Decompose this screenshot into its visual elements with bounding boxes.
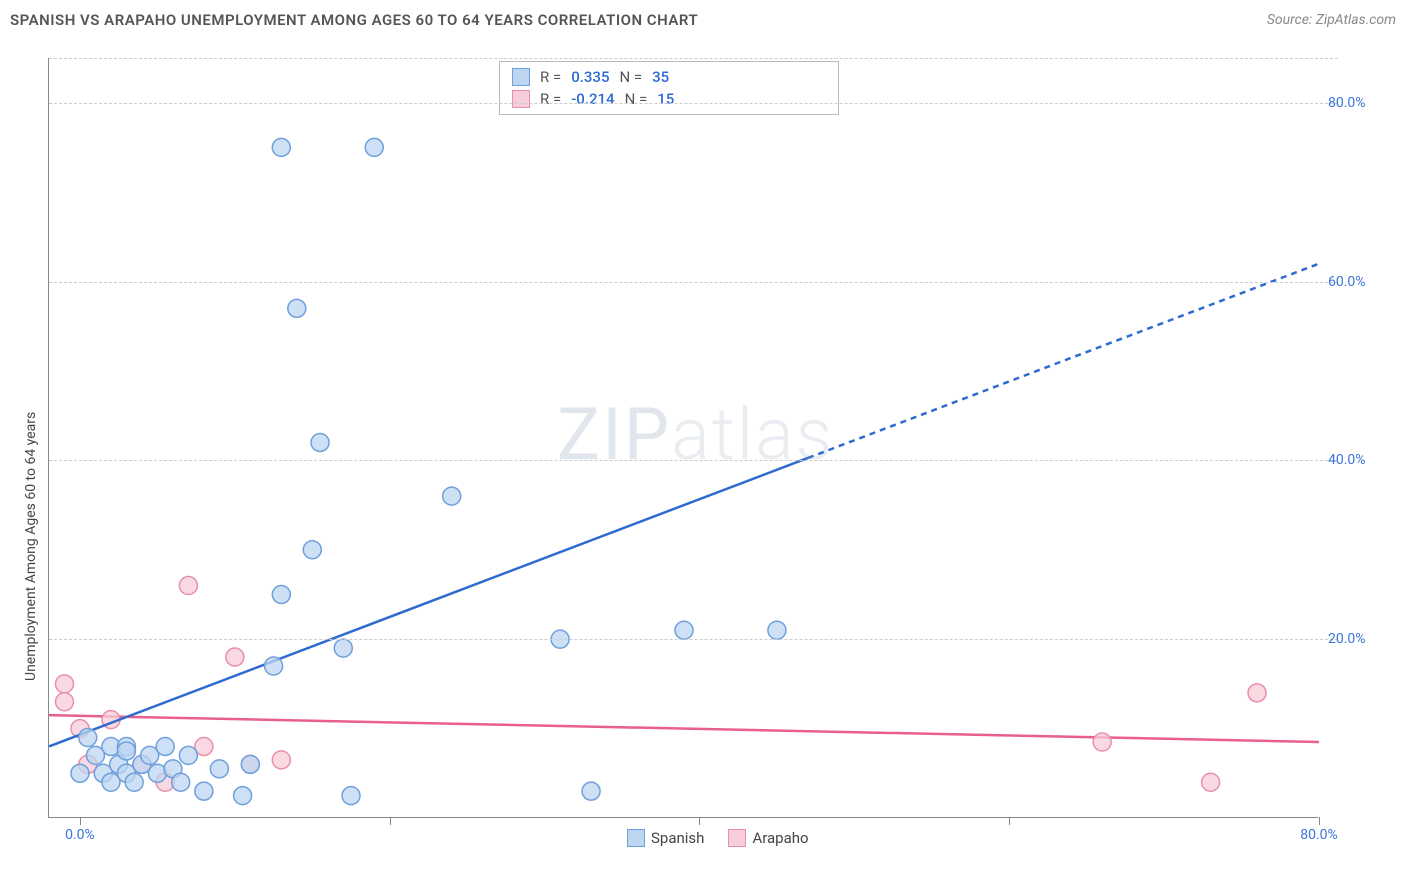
legend-label-arapaho: Arapaho [752,829,808,847]
data-point [179,577,197,595]
label-r: R = [540,90,561,108]
data-point [55,675,73,693]
data-point [179,746,197,764]
x-tick-mark [390,817,391,825]
swatch-arapaho [728,829,746,847]
value-r-spanish: 0.335 [571,68,609,86]
gridline [49,58,1338,59]
x-tick-label: 80.0% [1300,827,1338,843]
swatch-arapaho [512,90,530,108]
label-n: N = [619,68,642,86]
data-point [272,585,290,603]
data-point [55,693,73,711]
value-r-arapaho: -0.214 [571,90,614,108]
data-point [342,787,360,805]
y-tick-label: 40.0% [1328,452,1388,468]
data-point [234,787,252,805]
x-tick-mark [1009,817,1010,825]
y-tick-label: 80.0% [1328,95,1388,111]
data-point [1093,733,1111,751]
stats-row-spanish: R = 0.335 N = 35 [500,66,838,88]
chart-title: SPANISH VS ARAPAHO UNEMPLOYMENT AMONG AG… [10,11,698,29]
data-point [210,760,228,778]
swatch-spanish [512,68,530,86]
value-n-arapaho: 15 [657,90,674,108]
stats-row-arapaho: R = -0.214 N = 15 [500,88,838,110]
data-point [1248,684,1266,702]
data-point [582,782,600,800]
data-point [125,773,143,791]
data-point [172,773,190,791]
data-point [195,782,213,800]
data-point [117,742,135,760]
data-point [79,729,97,747]
trend-line [49,715,1319,742]
legend-item-spanish: Spanish [627,829,704,847]
data-point [1202,773,1220,791]
data-point [156,737,174,755]
data-point [265,657,283,675]
data-point [272,138,290,156]
trend-line [49,458,808,747]
data-point [71,764,89,782]
data-point [675,621,693,639]
label-r: R = [540,68,561,86]
data-point [226,648,244,666]
x-tick-mark [1319,817,1320,825]
data-point [241,755,259,773]
gridline [49,103,1338,104]
swatch-spanish [627,829,645,847]
data-point [443,487,461,505]
x-tick-label: 0.0% [65,827,95,843]
plot-area: ZIPatlas R = 0.335 N = 35 R = -0.214 N =… [48,58,1318,818]
data-point [768,621,786,639]
data-point [288,299,306,317]
y-tick-label: 60.0% [1328,274,1388,290]
gridline [49,282,1338,283]
label-n: N = [625,90,648,108]
gridline [49,460,1338,461]
data-point [311,433,329,451]
data-point [303,541,321,559]
plot-svg [49,58,1319,818]
x-tick-mark [699,817,700,825]
correlation-stats-box: R = 0.335 N = 35 R = -0.214 N = 15 [499,61,839,115]
y-axis-label: Unemployment Among Ages 60 to 64 years [23,412,39,681]
trend-line-dashed [808,264,1319,458]
data-point [272,751,290,769]
value-n-spanish: 35 [652,68,669,86]
data-point [334,639,352,657]
source-attribution: Source: ZipAtlas.com [1267,12,1396,28]
y-tick-label: 20.0% [1328,631,1388,647]
legend-item-arapaho: Arapaho [728,829,808,847]
legend-label-spanish: Spanish [651,829,704,847]
data-point [365,138,383,156]
gridline [49,639,1338,640]
legend: Spanish Arapaho [627,829,809,847]
x-tick-mark [80,817,81,825]
